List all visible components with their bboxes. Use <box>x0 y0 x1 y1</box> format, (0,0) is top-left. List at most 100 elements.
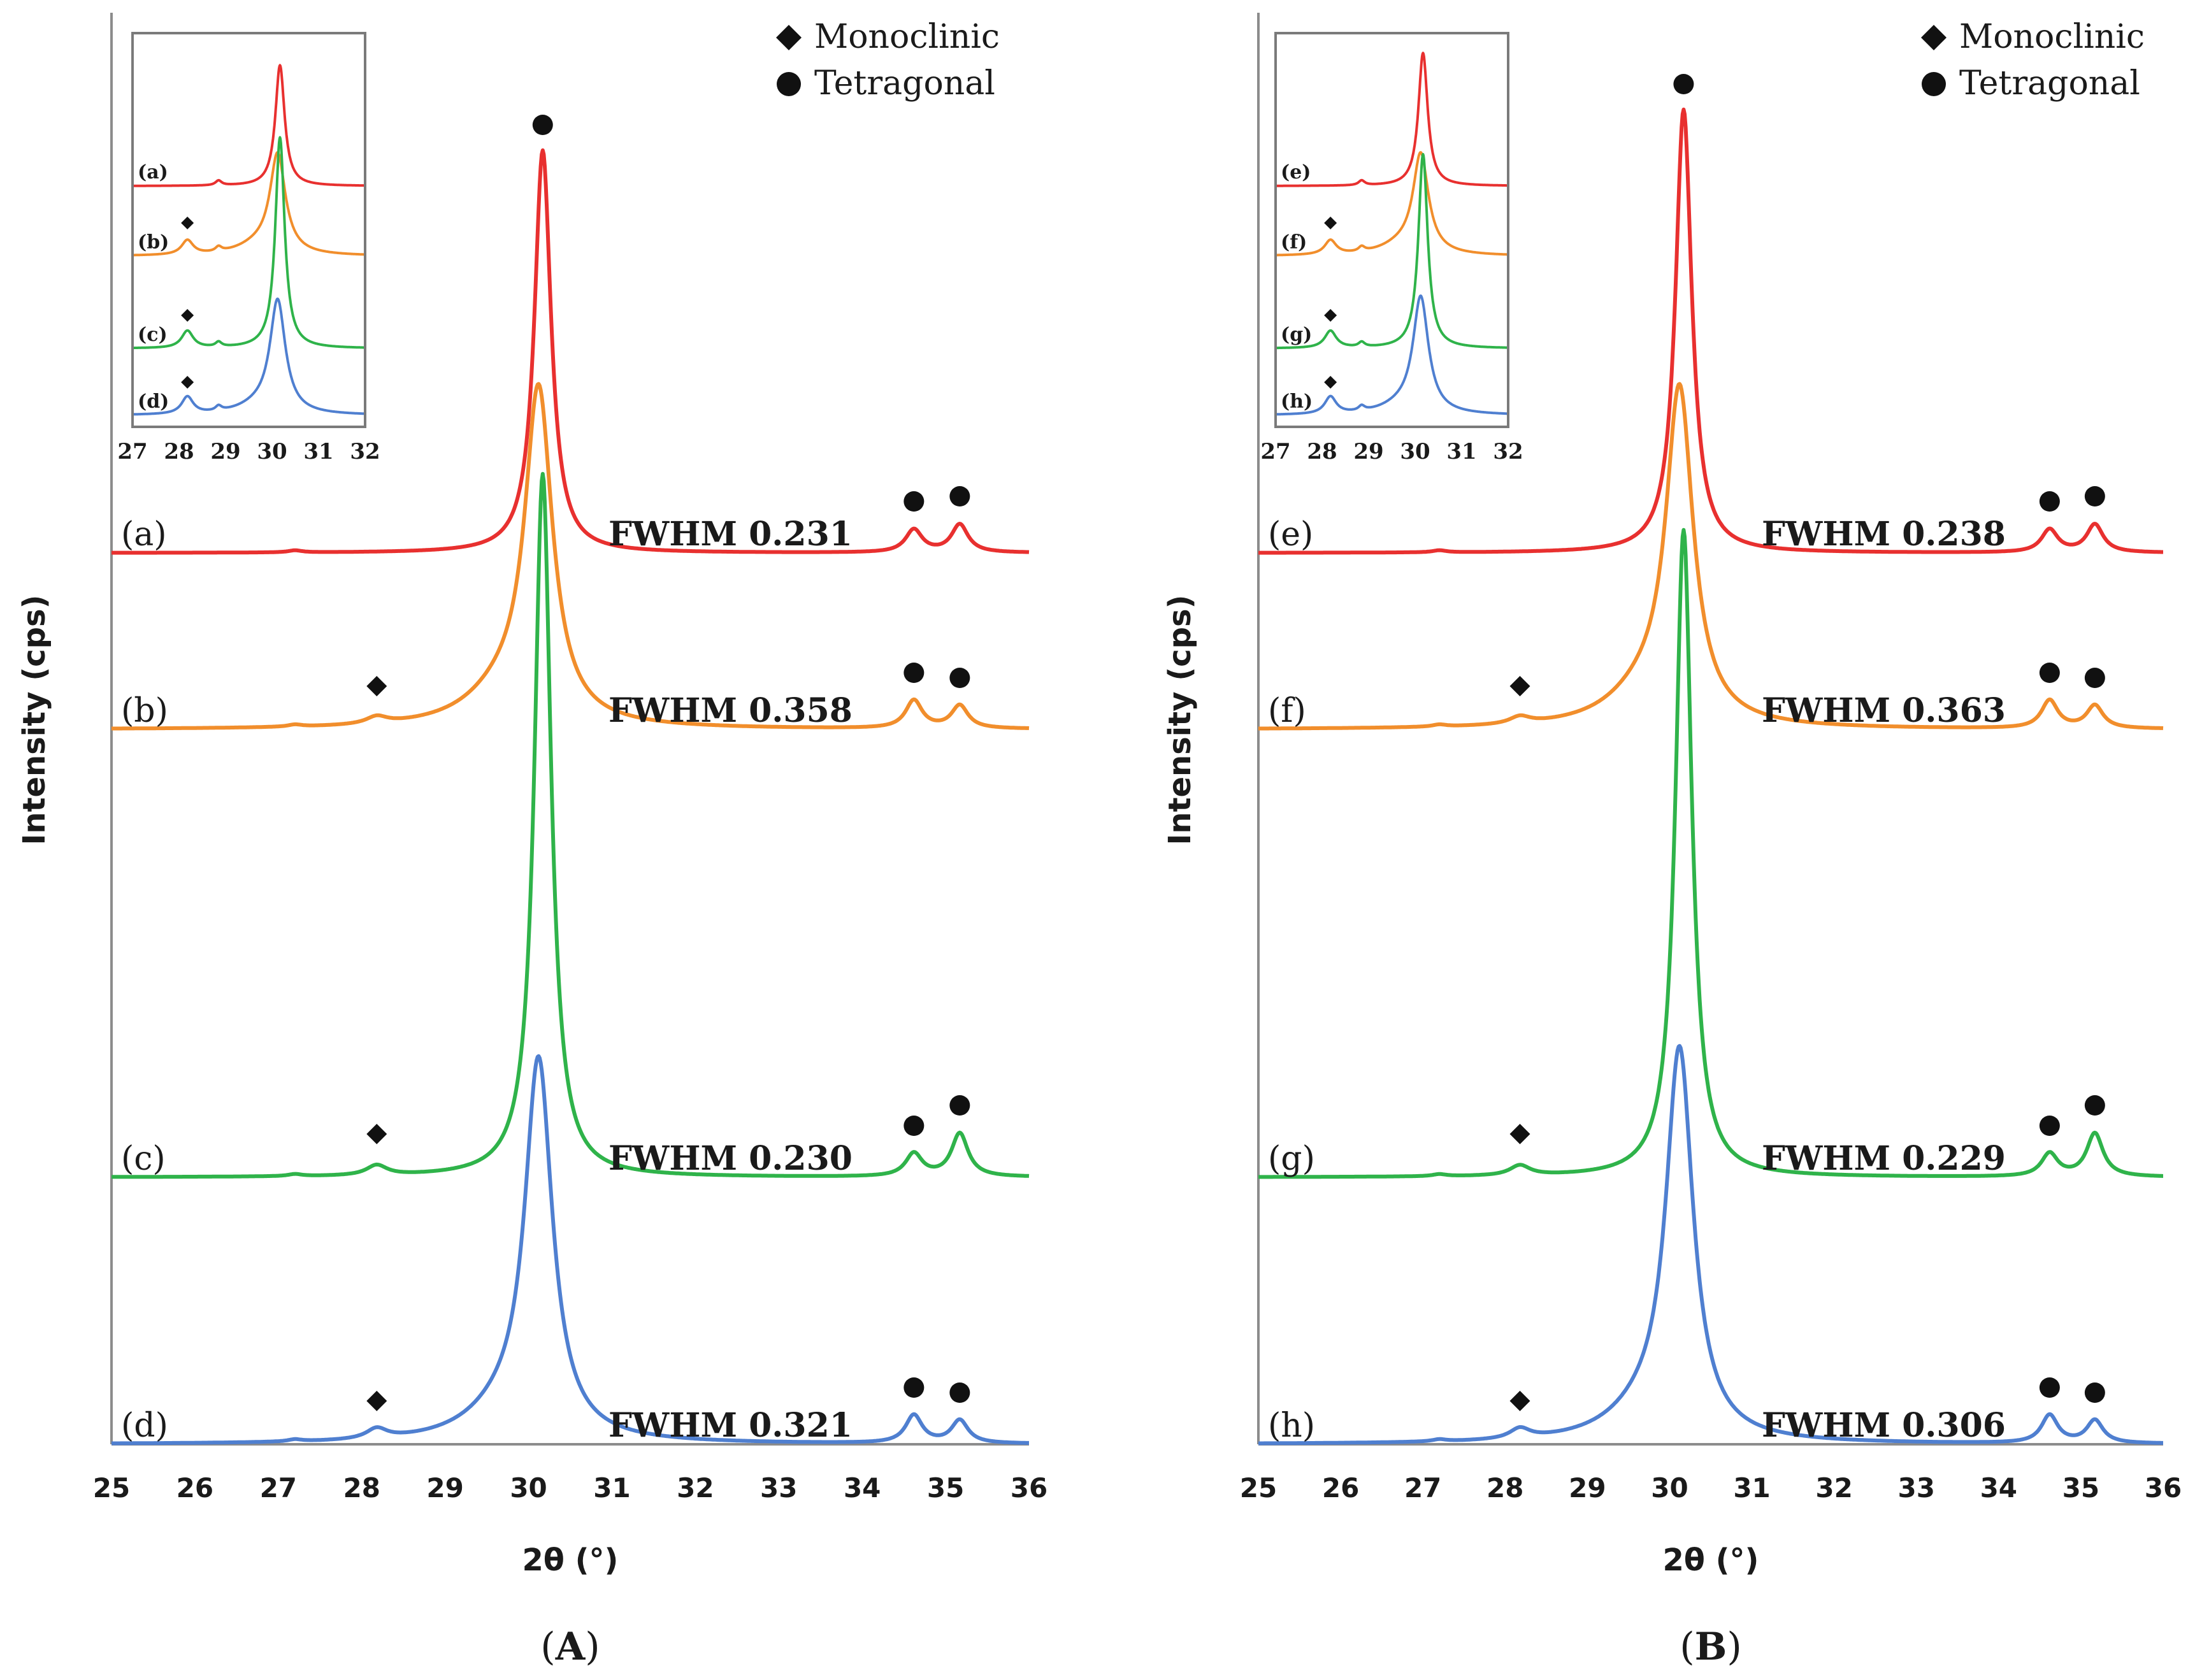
legend-monoclinic-marker <box>776 25 802 50</box>
trace-d <box>110 1054 1030 1446</box>
legend-monoclinic-label: Monoclinic <box>814 18 1000 56</box>
inset-x-tick-label: 32 <box>350 439 380 464</box>
legend-tetragonal-marker <box>1922 72 1946 96</box>
inset-monoclinic-marker <box>181 376 194 389</box>
inset-trace <box>1276 52 1508 187</box>
tetragonal-marker <box>903 1116 925 1136</box>
fwhm-label: FWHM 0.231 <box>608 515 853 554</box>
trace-a <box>110 148 1030 555</box>
monoclinic-marker <box>366 1124 387 1144</box>
tetragonal-marker <box>949 1382 970 1403</box>
trace-label: (d) <box>121 1407 168 1445</box>
fwhm-label: FWHM 0.358 <box>608 691 853 730</box>
fwhm-label: FWHM 0.230 <box>608 1139 853 1178</box>
trace-g <box>1257 528 2164 1179</box>
x-tick-label: 29 <box>426 1472 463 1504</box>
x-tick-label: 27 <box>1404 1472 1441 1504</box>
tetragonal-marker <box>903 491 925 512</box>
inset-x-tick-label: 28 <box>164 439 194 464</box>
inset-x-tick-label: 27 <box>1260 439 1290 464</box>
inset-x-tick-label: 31 <box>303 439 333 464</box>
legend-tetragonal-label: Tetragonal <box>1959 64 2140 103</box>
y-axis-title: Intensity (cps) <box>17 595 52 845</box>
inset-monoclinic-marker <box>181 309 194 322</box>
inset-trace <box>133 298 365 416</box>
monoclinic-marker <box>1509 676 1530 696</box>
fwhm-label: FWHM 0.238 <box>1762 515 2006 554</box>
tetragonal-marker <box>2084 668 2105 688</box>
tetragonal-marker <box>949 486 970 506</box>
trace-e <box>1257 107 2164 555</box>
x-tick-label: 25 <box>93 1472 130 1504</box>
x-tick-label: 26 <box>176 1472 213 1504</box>
inset-x-tick-label: 28 <box>1307 439 1337 464</box>
tetragonal-marker <box>903 1377 925 1398</box>
tetragonal-marker <box>903 663 925 683</box>
inset-x-tick-label: 30 <box>1400 439 1430 464</box>
fwhm-label: FWHM 0.321 <box>608 1406 853 1445</box>
trace-b <box>110 382 1030 731</box>
panel-A: 25 26 27 28 29 30 31 32 33 34 35 36 2θ (°) Intensity … <box>17 13 1047 1669</box>
inset-trace <box>133 136 365 350</box>
monoclinic-marker <box>1509 1124 1530 1144</box>
x-tick-label: 34 <box>844 1472 881 1504</box>
inset-frame <box>131 32 366 428</box>
trace-label: (f) <box>1268 692 1306 730</box>
inset-trace-label: (g) <box>1281 324 1312 346</box>
legend-tetragonal-marker <box>777 72 801 96</box>
legend-tetragonal-label: Tetragonal <box>814 64 995 103</box>
x-tick-label: 31 <box>1733 1472 1770 1504</box>
x-tick-label: 28 <box>1486 1472 1523 1504</box>
inset-trace-label: (d) <box>138 391 169 413</box>
trace-label: (c) <box>121 1140 166 1178</box>
trace-h <box>1257 1044 2164 1446</box>
x-tick-label: 36 <box>2145 1472 2182 1504</box>
fwhm-label: FWHM 0.229 <box>1762 1139 2006 1178</box>
x-tick-label: 29 <box>1569 1472 1606 1504</box>
inset-trace-label: (f) <box>1281 231 1307 254</box>
inset-monoclinic-marker <box>181 217 194 229</box>
monoclinic-marker <box>1509 1391 1530 1411</box>
x-tick-label: 25 <box>1240 1472 1277 1504</box>
trace-label: (a) <box>121 515 167 554</box>
panel-caption: (A) <box>540 1625 600 1669</box>
tetragonal-marker <box>2084 1095 2105 1116</box>
x-tick-label: 30 <box>510 1472 547 1504</box>
tetragonal-marker <box>2039 491 2060 512</box>
inset-x-tick-label: 31 <box>1446 439 1476 464</box>
tetragonal-marker <box>2039 1377 2060 1398</box>
trace-label: (h) <box>1268 1407 1315 1445</box>
x-axis-title: 2θ (°) <box>1663 1542 1759 1578</box>
x-tick-label: 30 <box>1651 1472 1688 1504</box>
trace-c <box>110 471 1030 1179</box>
inset-x-tick-label: 29 <box>210 439 240 464</box>
inset-x-tick-label: 32 <box>1493 439 1523 464</box>
fwhm-label: FWHM 0.306 <box>1762 1406 2006 1445</box>
inset-trace-label: (h) <box>1281 391 1313 413</box>
monoclinic-marker <box>366 1391 387 1411</box>
inset-monoclinic-marker <box>1324 309 1337 322</box>
inset-x-tick-label: 30 <box>257 439 287 464</box>
inset-trace <box>133 151 365 257</box>
x-tick-label: 27 <box>260 1472 297 1504</box>
inset-trace <box>1276 151 1508 257</box>
trace-label: (g) <box>1268 1140 1315 1178</box>
inset-monoclinic-marker <box>1324 376 1337 389</box>
x-tick-label: 33 <box>760 1472 797 1504</box>
x-tick-label: 35 <box>2062 1472 2099 1504</box>
tetragonal-marker <box>1673 74 1694 94</box>
tetragonal-marker <box>532 115 553 135</box>
tetragonal-marker <box>2084 486 2105 506</box>
panel-B: 25 26 27 28 29 30 31 32 33 34 35 36 2θ (°) Intensity … <box>1162 13 2182 1669</box>
tetragonal-marker <box>2039 663 2060 683</box>
inset-trace-label: (c) <box>138 324 168 346</box>
x-tick-label: 32 <box>1815 1472 1852 1504</box>
inset-trace <box>1276 153 1508 350</box>
fwhm-label: FWHM 0.363 <box>1762 691 2006 730</box>
trace-label: (b) <box>121 692 168 730</box>
x-tick-label: 33 <box>1898 1472 1935 1504</box>
x-tick-label: 35 <box>927 1472 964 1504</box>
x-tick-label: 26 <box>1322 1472 1359 1504</box>
inset-trace <box>133 64 365 187</box>
